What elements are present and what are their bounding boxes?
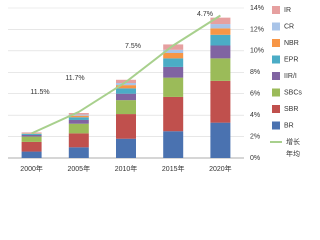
- bar-segment: [210, 80, 231, 123]
- legend-label: EPR: [284, 56, 298, 63]
- bar-segment: [68, 114, 89, 116]
- bar-segment: [68, 117, 89, 120]
- bar-segment: [21, 136, 42, 142]
- x-tick-label: 2000年: [20, 164, 43, 173]
- x-tick-label: 2005年: [68, 164, 91, 173]
- y2-tick-label: 10%: [250, 48, 264, 55]
- x-tick-label: 2020年: [209, 164, 232, 173]
- bar-segment: [210, 58, 231, 81]
- x-tick-label: 2015年: [162, 164, 185, 173]
- legend-note: 年均: [286, 149, 300, 158]
- bar-segment: [163, 44, 184, 50]
- bar-segment: [116, 85, 136, 89]
- bar-segment: [21, 151, 42, 158]
- bar-segment: [163, 77, 184, 97]
- bar-segment: [68, 147, 89, 158]
- legend-swatch: [272, 105, 280, 113]
- bar-segment: [210, 122, 231, 158]
- legend-swatch: [272, 22, 280, 31]
- bar-segment: [21, 134, 42, 137]
- bar-segment: [116, 138, 136, 158]
- bar-segment: [68, 123, 89, 134]
- legend-swatch: [272, 6, 280, 14]
- legend-swatch: [272, 72, 280, 80]
- bar-segment: [163, 58, 184, 67]
- bar-segment: [163, 49, 184, 53]
- legend-swatch: [272, 88, 280, 97]
- bar-segment: [68, 133, 89, 148]
- legend-label: CR: [284, 23, 294, 30]
- legend-label: BR: [284, 122, 294, 129]
- y2-tick-label: 0%: [250, 155, 260, 162]
- bar-segment: [210, 28, 231, 35]
- x-tick-label: 2010年: [115, 164, 138, 173]
- legend-label: SBR: [284, 106, 298, 113]
- bar-segment: [116, 100, 136, 115]
- legend-swatch: [272, 39, 280, 47]
- bar-segment: [116, 83, 136, 86]
- bar-segment: [21, 133, 42, 135]
- bar-segment: [210, 45, 231, 59]
- bar-segment: [163, 131, 184, 158]
- bar-segment: [163, 66, 184, 78]
- bar-segment: [210, 24, 231, 29]
- bar-segment: [68, 119, 89, 124]
- y2-tick-label: 12%: [250, 26, 264, 33]
- annotation: 11.5%: [30, 89, 49, 96]
- bar-segment: [21, 133, 42, 134]
- annotation: 11.7%: [65, 75, 84, 82]
- line: [31, 14, 221, 135]
- bar-segment: [163, 53, 184, 59]
- bar-segment: [21, 141, 42, 152]
- annotation: 4.7%: [197, 11, 213, 18]
- legend-swatch: [272, 121, 280, 130]
- bar-segment: [116, 93, 136, 101]
- legend-label: SBCs: [284, 89, 302, 96]
- y2-tick-label: 2%: [250, 133, 260, 140]
- chart: 0% 2% 4% 6% 8% 10% 12% 14% 2000年 2005年 2010年 2015年 2…: [8, 5, 302, 173]
- bar-segment: [116, 114, 136, 139]
- bar-segment: [68, 113, 89, 115]
- legend-label: NBR: [284, 40, 299, 47]
- legend-label: IIR/I: [284, 73, 297, 80]
- legend-label: IR: [284, 7, 291, 14]
- legend-swatch: [272, 55, 280, 64]
- bar-segment: [210, 34, 231, 46]
- y2-tick-label: 6%: [250, 91, 260, 98]
- legend-label: 增长: [286, 137, 300, 146]
- y2-tick-label: 14%: [250, 5, 264, 12]
- y2-tick-label: 4%: [250, 112, 260, 119]
- bar-segment: [68, 115, 89, 118]
- bar-segment: [210, 17, 231, 25]
- y2-tick-label: 8%: [250, 69, 260, 76]
- bar-segment: [163, 96, 184, 132]
- bar-segment: [116, 88, 136, 94]
- annotation: 7.5%: [125, 43, 141, 50]
